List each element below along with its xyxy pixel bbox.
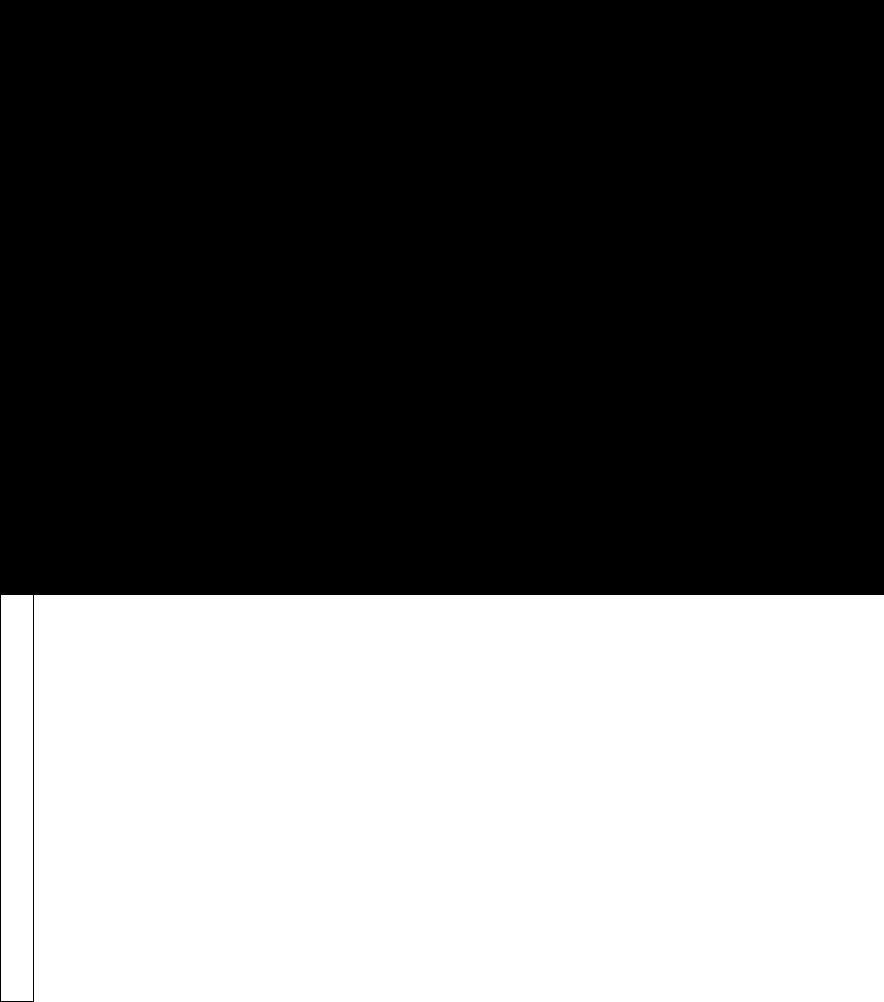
colorbar-tick-label: 20 xyxy=(857,415,873,432)
colorbar-tick-label: 50 xyxy=(857,249,873,266)
colorbar-tick-label: 80 xyxy=(857,83,873,100)
colorbar-tick-label: 30 xyxy=(857,359,873,376)
colorbar-tick-label: 70 xyxy=(857,138,873,155)
colorbar-tick-label: 40 xyxy=(857,304,873,321)
colorbar-tick-label: 0 xyxy=(857,525,865,542)
colorbar-labels: 0 10 20 30 40 50 60 70 80 90 xyxy=(857,28,873,542)
colorbar-tick-label: 90 xyxy=(857,28,873,45)
colorbar-tick-label: 10 xyxy=(857,470,873,487)
colorbar-gradient xyxy=(0,0,884,595)
colorbar-tick-label: 60 xyxy=(857,194,873,211)
